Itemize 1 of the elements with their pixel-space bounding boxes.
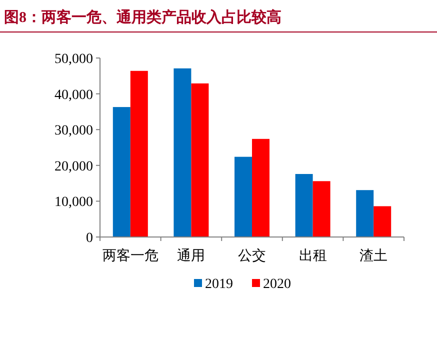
title: 图8：两客一危、通用类产品收入占比较高 [4, 10, 282, 26]
